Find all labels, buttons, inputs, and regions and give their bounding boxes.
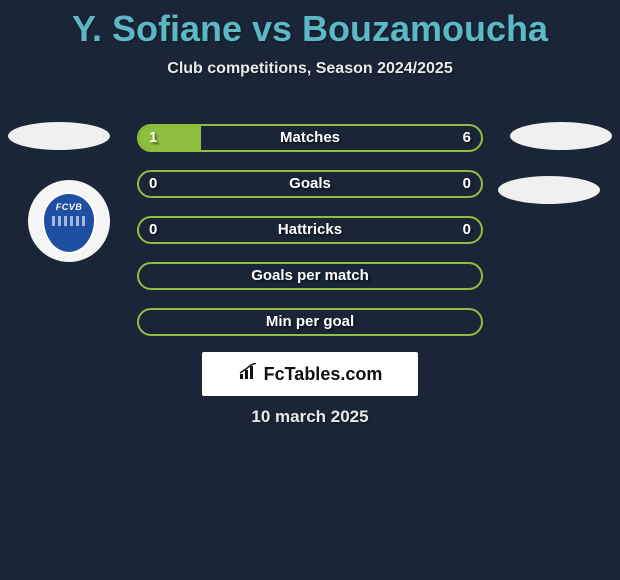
stat-label: Goals per match bbox=[139, 264, 481, 288]
stat-label: Matches bbox=[139, 126, 481, 150]
bar-chart-icon bbox=[238, 363, 260, 386]
stat-label: Hattricks bbox=[139, 218, 481, 242]
stat-value-right: 6 bbox=[463, 126, 471, 150]
stat-row-goals: 0 Goals 0 bbox=[137, 170, 483, 198]
page-subtitle: Club competitions, Season 2024/2025 bbox=[0, 60, 620, 78]
watermark-badge: FcTables.com bbox=[202, 352, 418, 396]
stats-container: 1 Matches 6 0 Goals 0 0 Hattricks 0 Goal… bbox=[137, 124, 483, 354]
stat-row-goals-per-match: Goals per match bbox=[137, 262, 483, 290]
stat-value-right: 0 bbox=[463, 218, 471, 242]
stat-label: Min per goal bbox=[139, 310, 481, 334]
player-left-avatar-top bbox=[8, 122, 110, 150]
player-left-club-badge bbox=[28, 180, 110, 262]
date-label: 10 march 2025 bbox=[0, 407, 620, 427]
stat-row-matches: 1 Matches 6 bbox=[137, 124, 483, 152]
player-right-avatar-top bbox=[510, 122, 612, 150]
stat-label: Goals bbox=[139, 172, 481, 196]
watermark-text: FcTables.com bbox=[264, 364, 383, 385]
player-right-avatar-bottom bbox=[498, 176, 600, 204]
stat-row-hattricks: 0 Hattricks 0 bbox=[137, 216, 483, 244]
stat-value-right: 0 bbox=[463, 172, 471, 196]
stat-row-min-per-goal: Min per goal bbox=[137, 308, 483, 336]
page-title: Y. Sofiane vs Bouzamoucha bbox=[0, 0, 620, 50]
club-badge-icon bbox=[42, 192, 96, 254]
